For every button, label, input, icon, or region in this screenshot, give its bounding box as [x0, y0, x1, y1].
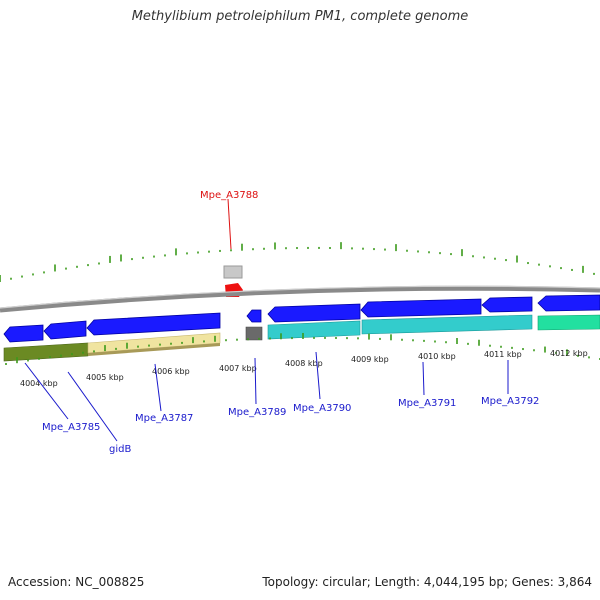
scale-label: 4005 kbp	[86, 373, 124, 382]
genome-summary-text: Topology: circular; Length: 4,044,195 bp…	[262, 575, 592, 589]
gene-label-mpe-a3790[interactable]: Mpe_A3790	[293, 403, 351, 414]
feature-cyan-block-2	[361, 314, 533, 335]
gene-label-mpe-a3787[interactable]: Mpe_A3787	[135, 413, 193, 424]
gene-label-gidb[interactable]: gidB	[109, 444, 131, 455]
leader-line-mpe-a3788	[227, 198, 232, 250]
genome-backbone-highlight	[0, 285, 600, 309]
gene-label-mpe-a3792[interactable]: Mpe_A3792	[481, 396, 539, 407]
gene-label-mpe-a3791[interactable]: Mpe_A3791	[398, 398, 456, 409]
gene-arrow-mpe-a3789	[246, 309, 262, 323]
leader-line-mpe-a3791	[422, 361, 425, 396]
scale-labels: 4004 kbp 4005 kbp 4006 kbp 4007 kbp 4008…	[20, 349, 588, 388]
scale-label: 4009 kbp	[351, 355, 389, 364]
scale-label: 4006 kbp	[152, 367, 190, 376]
map-title: Methylibium petroleiphilum PM1, complete…	[131, 9, 469, 24]
leader-line-mpe-a3790	[315, 351, 321, 400]
scale-label: 4012 kbp	[550, 349, 588, 358]
scale-label: 4004 kbp	[20, 379, 58, 388]
gene-arrow-mpe-a3791	[360, 298, 482, 318]
accession-text: Accession: NC_008825	[8, 575, 145, 589]
feature-khaki-shadow	[88, 343, 220, 356]
gene-arrow-next	[537, 294, 600, 312]
gc-content-ticks	[0, 242, 595, 282]
feature-gray-box	[223, 265, 243, 279]
gene-track-cds	[3, 294, 600, 343]
leader-line-mpe-a3789	[254, 357, 257, 405]
feature-green-block	[537, 314, 600, 331]
gene-arrow-mpe-a3792	[481, 296, 533, 313]
gene-arrow-mpe-a3785	[3, 324, 44, 343]
gene-label-mpe-a3788[interactable]: Mpe_A3788	[200, 190, 258, 201]
gene-label-mpe-a3789[interactable]: Mpe_A3789	[228, 407, 286, 418]
leader-line-gidb	[67, 371, 118, 442]
scale-label: 4011 kbp	[484, 350, 522, 359]
feature-track-colored	[3, 314, 600, 362]
gene-arrow-gidb	[43, 320, 87, 340]
feature-gray-small	[245, 326, 263, 341]
scale-label: 4008 kbp	[285, 359, 323, 368]
gc-skew-ticks	[5, 332, 600, 365]
gene-label-mpe-a3785[interactable]: Mpe_A3785	[42, 422, 100, 433]
genome-backbone	[0, 285, 600, 313]
scale-label: 4007 kbp	[219, 364, 257, 373]
scale-label: 4010 kbp	[418, 352, 456, 361]
feature-cyan-block-1	[267, 320, 361, 340]
leader-line-mpe-a3785	[24, 362, 69, 420]
gene-arrow-mpe-a3787	[86, 312, 221, 336]
gene-label-leaders	[24, 198, 509, 442]
gene-labels[interactable]: Mpe_A3785 gidB Mpe_A3787 Mpe_A3788 Mpe_A…	[42, 190, 539, 455]
leader-line-mpe-a3787	[154, 363, 162, 412]
gene-arrow-mpe-a3790	[267, 303, 361, 323]
